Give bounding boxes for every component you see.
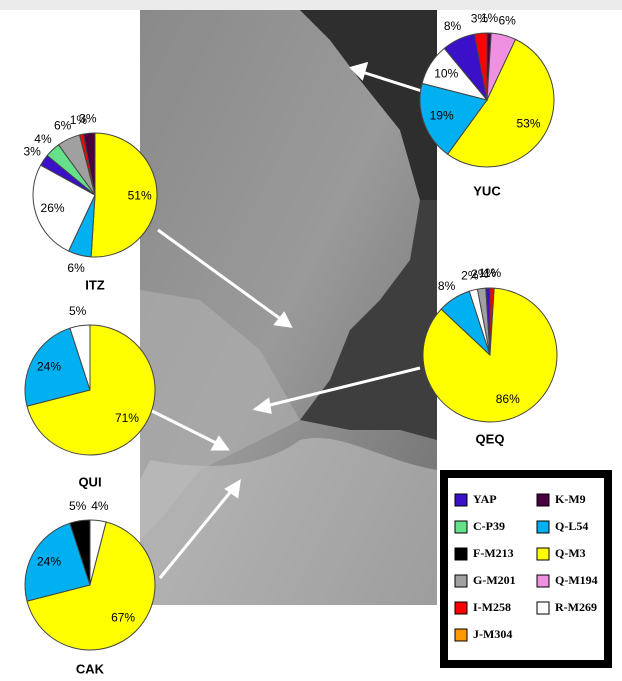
slice-label: 1% xyxy=(479,266,497,280)
pie-slice xyxy=(485,287,491,356)
arrow xyxy=(265,366,421,408)
legend-label: YAP xyxy=(473,492,497,506)
arrow-head xyxy=(252,397,272,414)
slice-label: 8% xyxy=(444,19,462,33)
arrow-head xyxy=(349,61,369,81)
arrow-head xyxy=(210,435,230,451)
gulf xyxy=(300,10,437,200)
legend-swatch xyxy=(536,493,550,507)
legend-swatch xyxy=(536,520,550,534)
mountains xyxy=(140,437,437,605)
legend-label: K-M9 xyxy=(555,492,586,506)
arrow xyxy=(149,408,219,446)
slice-label: 24% xyxy=(37,555,61,569)
pie-title: CAK xyxy=(76,661,105,676)
pie-slice xyxy=(69,324,91,391)
pie-slice xyxy=(26,324,156,456)
legend-label: Q-M194 xyxy=(555,573,598,587)
slice-label: 67% xyxy=(111,610,135,624)
slice-label: 5% xyxy=(69,499,87,513)
legend-box xyxy=(440,470,612,668)
slice-label: 8% xyxy=(438,279,456,293)
legend-swatch xyxy=(536,601,550,615)
slice-label: 86% xyxy=(496,392,520,406)
legend-label: F-M213 xyxy=(473,546,514,560)
pie-title: QUI xyxy=(78,474,101,489)
pies: 1% 6%53%19%10%8%3%YUC51%6%26%3%4%6%1%3%IT… xyxy=(23,11,558,676)
slice-label: 2% xyxy=(461,269,479,283)
pie-title: YUC xyxy=(473,183,501,198)
legend-label: Q-M3 xyxy=(555,546,586,560)
slice-label: 6% xyxy=(54,118,72,132)
map xyxy=(140,10,437,605)
pie-title: QEQ xyxy=(476,431,505,446)
slice-label: 4% xyxy=(91,499,109,513)
arrows xyxy=(149,61,426,579)
legend-label: G-M201 xyxy=(473,573,516,587)
legend-swatch xyxy=(454,547,468,561)
slice-label: 51% xyxy=(128,189,152,203)
legend-label: C-P39 xyxy=(473,519,505,533)
slice-label: 3% xyxy=(79,112,97,126)
arrow xyxy=(361,70,426,94)
legend-label: I-M258 xyxy=(473,600,511,614)
slice-label: 5% xyxy=(69,304,87,318)
legend-swatch xyxy=(454,601,468,615)
slice-label: 6% xyxy=(498,14,516,28)
legend-swatch xyxy=(454,628,468,642)
legend-swatch xyxy=(536,547,550,561)
pie-slice xyxy=(473,32,488,101)
legend-swatch xyxy=(454,574,468,588)
slice-label: 6% xyxy=(67,261,85,275)
legend-swatch xyxy=(536,574,550,588)
slice-label: 3% xyxy=(471,12,489,26)
slice-label: 19% xyxy=(430,109,454,123)
pie-slice xyxy=(446,38,555,168)
slice-label: 71% xyxy=(115,411,139,425)
slice-label: 53% xyxy=(517,117,541,131)
legend: YAP K-M9 C-P39 Q-L54 F-M213 Q-M3 G-M201 Q-M194 I… xyxy=(454,492,598,642)
legend-label: Q-L54 xyxy=(555,519,588,533)
slice-label: 1% xyxy=(484,266,502,280)
slice-label: 24% xyxy=(37,360,61,374)
slice-label: 26% xyxy=(41,201,65,215)
arrow-head xyxy=(273,311,293,328)
slice-label: 1% xyxy=(70,113,88,127)
slice-label: 2% xyxy=(471,267,489,281)
slice-label: 10% xyxy=(434,66,458,80)
legend-label: J-M304 xyxy=(473,627,512,641)
pie-slice xyxy=(24,522,91,602)
legend-swatch xyxy=(454,520,468,534)
arrow xyxy=(157,228,283,322)
top-band xyxy=(0,0,622,10)
pie-slice xyxy=(26,521,156,651)
pie-title: ITZ xyxy=(85,277,105,292)
pie-slice xyxy=(419,82,488,155)
slice-label: 4% xyxy=(34,132,52,146)
pie-slice xyxy=(24,327,91,407)
pie-slice xyxy=(90,132,158,258)
legend-swatch xyxy=(454,493,468,507)
arrow xyxy=(158,489,234,579)
slice-label: 3% xyxy=(23,144,41,158)
pie-slice xyxy=(82,132,96,196)
arrow-head xyxy=(224,479,241,499)
pie-slice xyxy=(69,519,91,586)
legend-label: R-M269 xyxy=(555,600,597,614)
slice-label: 1% xyxy=(481,11,499,25)
